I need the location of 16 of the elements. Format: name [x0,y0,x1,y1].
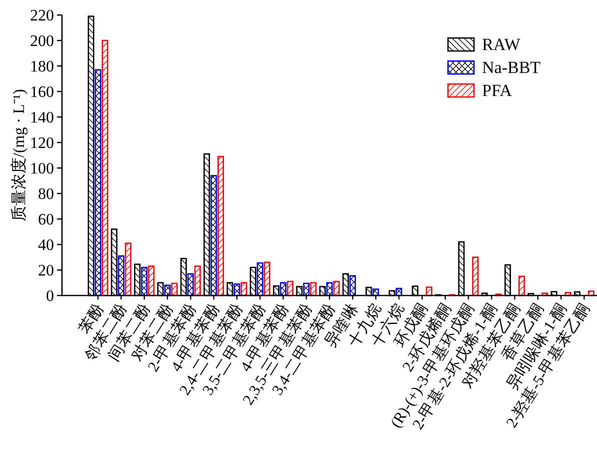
y-tick-label: 20 [38,262,54,280]
y-tick-label: 120 [30,135,54,152]
y-axis-title: 质量浓度/(mg · L⁻¹) [10,89,28,222]
y-tick-label: 60 [38,212,54,228]
y-tick-label: 140 [30,110,54,126]
y-tick-label: 200 [30,33,54,50]
legend-label: Na-BBT [482,58,542,77]
y-tick-label: 180 [30,58,54,76]
y-tick-label: 100 [30,160,54,178]
y-tick-label: 80 [38,186,54,203]
y-tick-label: 0 [46,288,54,305]
y-tick-label: 160 [30,84,54,101]
y-tick-label: 40 [38,237,54,254]
legend-label: RAW [482,35,522,54]
legend-label: PFA [482,81,513,100]
y-tick-label: 220 [30,8,54,24]
